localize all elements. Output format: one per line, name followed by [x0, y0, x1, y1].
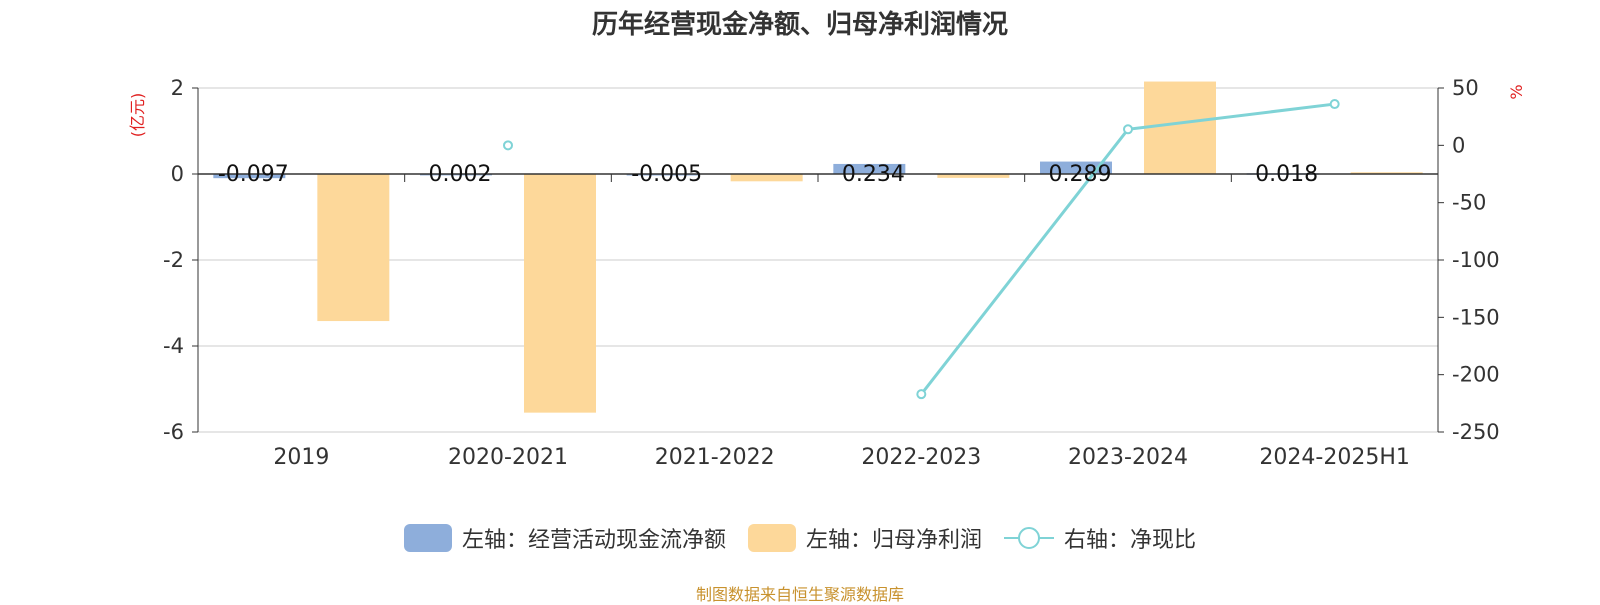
- line-ratio: [920, 102, 1335, 396]
- bar-cashflow: [213, 174, 286, 179]
- legend-item-netprofit[interactable]: 左轴：归母净利润: [747, 522, 982, 554]
- right-axis-tick-label: -150: [1452, 305, 1500, 329]
- legend-label-ratio: 右轴：净现比: [1064, 528, 1197, 553]
- bar-netprofit: [1144, 81, 1216, 174]
- legend-item-cashflow[interactable]: 左轴：经营活动现金流净额: [403, 522, 726, 554]
- right-axis-tick-label: -50: [1452, 191, 1486, 215]
- left-axis-tick-label: -4: [163, 334, 184, 358]
- right-axis-label: %: [1507, 84, 1526, 99]
- point-ratio: [1123, 124, 1133, 135]
- source-note: 制图数据来自恒生聚源数据库: [695, 585, 904, 604]
- right-axis-tick-label: -200: [1452, 363, 1500, 387]
- left-axis-tick-label: -6: [163, 420, 184, 444]
- data-label-cashflow: -0.097: [218, 162, 289, 187]
- data-label-cashflow: 0.018: [1255, 162, 1318, 187]
- point-ratio: [503, 140, 513, 151]
- left-axis-tick-label: -2: [163, 248, 184, 272]
- right-axis-tick-label: 0: [1452, 133, 1465, 157]
- chart-title: 历年经营现金净额、归母净利润情况: [591, 10, 1008, 40]
- point-ratio: [916, 389, 927, 400]
- x-axis-tick-label: 2019: [273, 445, 329, 470]
- bar-netprofit: [317, 174, 390, 322]
- legend-label-cashflow: 左轴：经营活动现金流净额: [461, 528, 726, 553]
- right-axis-tick-label: 50: [1452, 76, 1479, 100]
- x-axis-tick-label: 2020-2021: [448, 445, 568, 470]
- data-label-cashflow: 0.002: [429, 162, 492, 187]
- bar-netprofit: [1350, 172, 1423, 174]
- bar-cashflow: [833, 163, 906, 174]
- left-axis-tick-label: 0: [171, 162, 184, 186]
- bar-netprofit: [524, 174, 596, 413]
- x-axis-tick-label: 2024-2025H1: [1259, 445, 1409, 470]
- data-label-cashflow: 0.234: [842, 162, 905, 187]
- chart-legend: 左轴：经营活动现金流净额 左轴：归母净利润 右轴：净现比: [0, 522, 1600, 554]
- legend-item-ratio[interactable]: 右轴：净现比: [1004, 522, 1196, 554]
- right-axis-tick-label: -100: [1452, 248, 1500, 272]
- legend-swatch-netprofit: [747, 524, 796, 552]
- left-axis-tick-label: 2: [171, 76, 184, 100]
- bar-netprofit: [937, 174, 1010, 178]
- legend-swatch-cashflow: [403, 524, 452, 552]
- legend-swatch-ratio: [1004, 527, 1054, 549]
- right-axis-tick-label: -250: [1452, 420, 1500, 444]
- data-label-cashflow: -0.005: [631, 162, 702, 187]
- point-ratio: [1329, 99, 1340, 110]
- left-axis-label: (亿元): [128, 93, 147, 138]
- bar-netprofit: [730, 174, 803, 182]
- x-axis-tick-label: 2022-2023: [861, 445, 981, 470]
- x-axis-tick-label: 2021-2022: [655, 445, 775, 470]
- legend-label-netprofit: 左轴：归母净利润: [805, 528, 982, 553]
- x-axis-tick-label: 2023-2024: [1068, 445, 1188, 470]
- data-label-cashflow: 0.289: [1049, 162, 1112, 187]
